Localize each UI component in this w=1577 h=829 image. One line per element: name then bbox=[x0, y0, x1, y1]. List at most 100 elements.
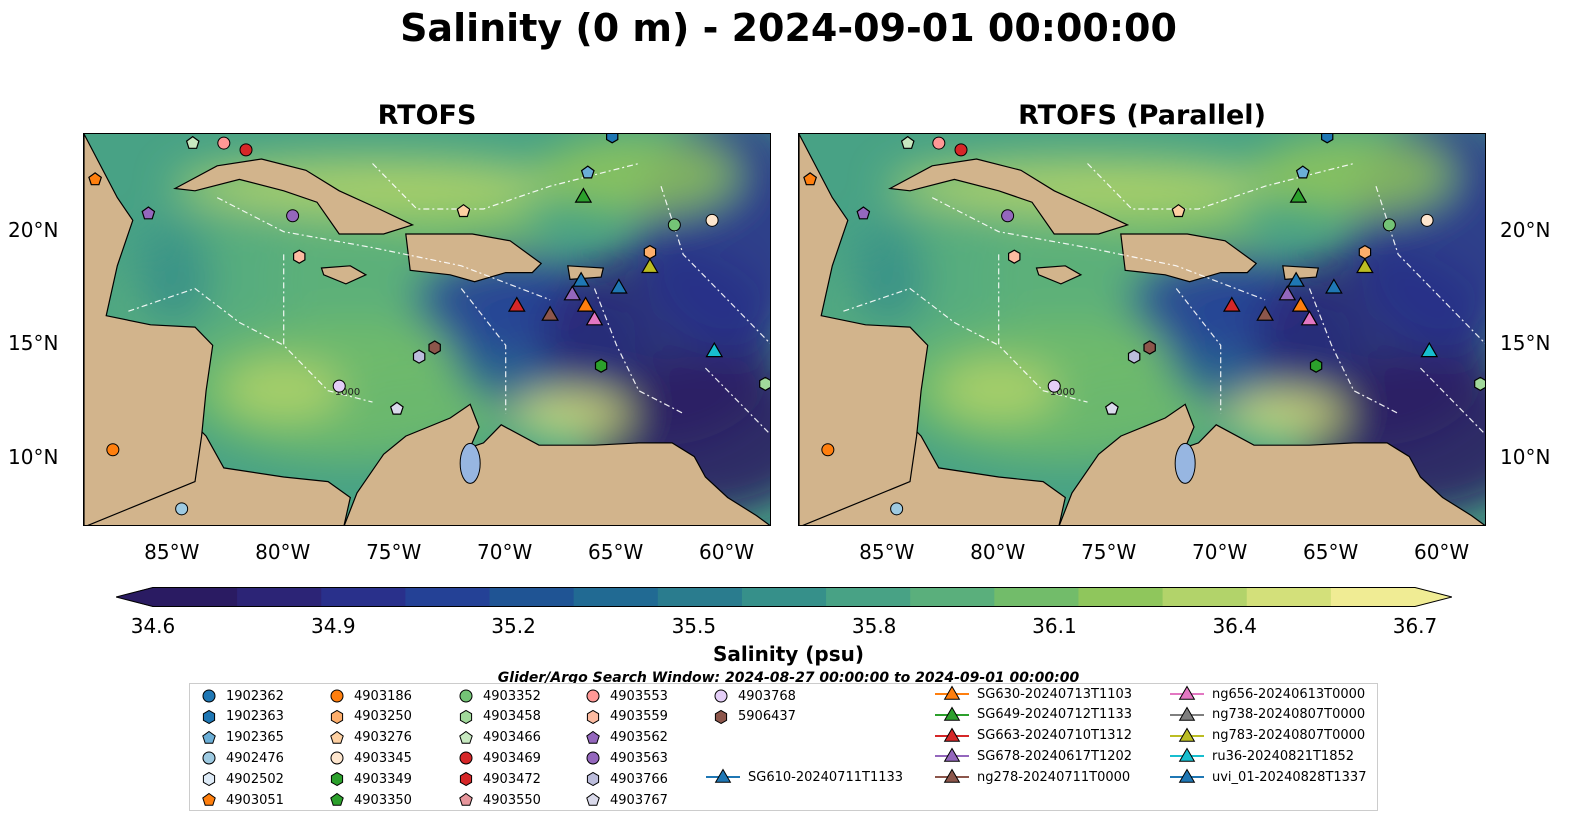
colorbar-tick-6: 36.4 bbox=[1212, 614, 1257, 638]
legend-glider-SG630-20240713T1103: SG630-20240713T1103 bbox=[935, 685, 1132, 703]
legend-argo-1902363: 1902363 bbox=[200, 708, 284, 726]
legend-glider-uvi_01-20240828T1337: uvi_01-20240828T1337 bbox=[1170, 768, 1366, 786]
argo-4903767-left bbox=[389, 401, 404, 415]
argo-4903352-right bbox=[1382, 218, 1396, 232]
colorbar-bin-3 bbox=[405, 587, 491, 607]
colorbar-extend-low bbox=[116, 587, 153, 607]
legend-argo-4903250: 4903250 bbox=[328, 708, 412, 726]
glider-ru36-20240821T1852-right bbox=[1420, 341, 1439, 358]
y-tick-right-2: 10°N bbox=[1500, 444, 1551, 469]
argo-4903458-right bbox=[1474, 376, 1485, 392]
argo-5906437-right bbox=[1143, 340, 1156, 355]
argo-4903186-left bbox=[106, 443, 120, 457]
eez-boundaries-right bbox=[843, 162, 1485, 435]
land-left-6 bbox=[567, 265, 605, 281]
glider-ru36-20240821T1852-left bbox=[705, 341, 724, 358]
legend-argo-4903766: 4903766 bbox=[584, 770, 668, 788]
argo-4902476-right bbox=[890, 502, 904, 516]
legend-glider-ng656-20240613T0000: ng656-20240613T0000 bbox=[1170, 685, 1365, 703]
legend-glider-SG649-20240712T1133: SG649-20240712T1133 bbox=[935, 706, 1132, 724]
colorbar-tick-3: 35.5 bbox=[671, 614, 717, 638]
argo-1902365-left bbox=[580, 165, 595, 179]
legend-argo-4903767: 4903767 bbox=[584, 791, 668, 809]
legend-argo-4903051: 4903051 bbox=[200, 791, 284, 809]
glider-SG678-20240617T1202-right bbox=[1278, 285, 1297, 301]
legend-glider-SG663-20240710T1312: SG663-20240710T1312 bbox=[935, 727, 1132, 745]
argo-4903766-left bbox=[412, 349, 426, 364]
colorbar-bin-8 bbox=[826, 587, 911, 607]
legend-argo-1902362: 1902362 bbox=[200, 687, 284, 705]
colorbar-tick-0: 34.6 bbox=[130, 614, 176, 638]
argo-4903562-left bbox=[141, 206, 156, 220]
argo-4903250-right bbox=[1358, 244, 1372, 260]
argo-4903051-left bbox=[88, 172, 103, 186]
glider-SG610-20240711T1133-left bbox=[610, 278, 628, 294]
argo-4903186-right bbox=[821, 443, 835, 457]
legend-argo-4903563: 4903563 bbox=[584, 749, 668, 767]
legend-argo-4903345: 4903345 bbox=[328, 749, 412, 767]
argo-4903349-left bbox=[594, 358, 608, 373]
argo-4903768-right bbox=[1047, 379, 1061, 393]
lake-maracaibo-right bbox=[1174, 442, 1196, 484]
land-right-6 bbox=[1282, 265, 1320, 281]
argo-4903767-right bbox=[1104, 401, 1119, 415]
argo-1902363-left bbox=[605, 134, 619, 144]
argo-4903553-right bbox=[932, 136, 946, 150]
colorbar-bin-10 bbox=[994, 587, 1079, 607]
land-right-3 bbox=[888, 158, 1130, 235]
legend-argo-4902502: 4902502 bbox=[200, 770, 284, 788]
argo-4903458-left bbox=[759, 376, 770, 392]
argo-4903276-left bbox=[456, 203, 471, 218]
colorbar-bin-0 bbox=[153, 587, 238, 607]
x-tick-left-5: 60°W bbox=[698, 540, 755, 564]
colorbar-extend-high bbox=[1415, 587, 1452, 607]
lake-maracaibo-left bbox=[459, 442, 481, 484]
glider-SG649-20240712T1133-right bbox=[1289, 187, 1308, 203]
x-tick-right-1: 80°W bbox=[970, 540, 1026, 564]
land-right-5 bbox=[1035, 265, 1083, 285]
legend-argo-4903553: 4903553 bbox=[584, 687, 668, 705]
y-tick-right-0: 20°N bbox=[1500, 217, 1551, 242]
x-tick-left-0: 85°W bbox=[144, 540, 200, 564]
glider-SG663-20240710T1312-right bbox=[1222, 296, 1241, 312]
glider-SG630-20240713T1103-left bbox=[576, 296, 595, 312]
colorbar-tick-4: 35.8 bbox=[851, 614, 897, 638]
colorbar-bin-9 bbox=[910, 587, 995, 607]
glider-SG678-20240617T1202-left bbox=[563, 285, 582, 301]
colorbar bbox=[115, 587, 1453, 607]
map-canvas-right: 1000 bbox=[799, 134, 1485, 525]
colorbar-label: Salinity (psu) bbox=[712, 642, 864, 666]
land-left-2 bbox=[343, 403, 770, 525]
legend: 1902362 1902363 1902365 4902476 4902502 49030… bbox=[189, 683, 1378, 811]
argo-4903559-right bbox=[1008, 249, 1021, 264]
land-right-1 bbox=[799, 134, 929, 525]
legend-argo-4903550: 4903550 bbox=[457, 791, 541, 809]
legend-argo-4903349: 4903349 bbox=[328, 770, 412, 788]
legend-argo-4902476: 4902476 bbox=[200, 749, 284, 767]
argo-4903250-left bbox=[643, 244, 657, 260]
glider-SG610-20240711T1133-right bbox=[1325, 278, 1343, 294]
salinity-gradient-left bbox=[103, 134, 770, 517]
search-window-text: Glider/Argo Search Window: 2024-08-27 00… bbox=[497, 670, 1080, 686]
land-right-4 bbox=[1120, 233, 1258, 283]
argo-4903469-right bbox=[954, 143, 968, 157]
legend-argo-4903276: 4903276 bbox=[328, 729, 412, 747]
argo-4903352-left bbox=[667, 218, 681, 232]
colorbar-bin-6 bbox=[657, 587, 743, 607]
land-left-5 bbox=[320, 265, 368, 285]
colorbar-bin-12 bbox=[1162, 587, 1248, 607]
argo-1902365-right bbox=[1295, 165, 1310, 179]
x-tick-left-2: 75°W bbox=[366, 540, 422, 564]
argo-4903345-right bbox=[1420, 213, 1434, 227]
argo-4903466-left bbox=[185, 135, 200, 149]
colorbar-tick-5: 36.1 bbox=[1032, 614, 1077, 638]
argo-4903563-left bbox=[286, 209, 300, 223]
legend-argo-4903458: 4903458 bbox=[457, 708, 541, 726]
argo-1902363-right bbox=[1320, 134, 1334, 144]
panel-title-left: RTOFS bbox=[377, 100, 477, 131]
colorbar-bin-11 bbox=[1078, 587, 1164, 607]
legend-glider-ru36-20240821T1852: ru36-20240821T1852 bbox=[1170, 747, 1354, 765]
map-panel-left: 1000 bbox=[83, 133, 771, 526]
legend-glider-ng783-20240807T0000: ng783-20240807T0000 bbox=[1170, 727, 1365, 745]
x-tick-right-5: 60°W bbox=[1413, 540, 1470, 564]
